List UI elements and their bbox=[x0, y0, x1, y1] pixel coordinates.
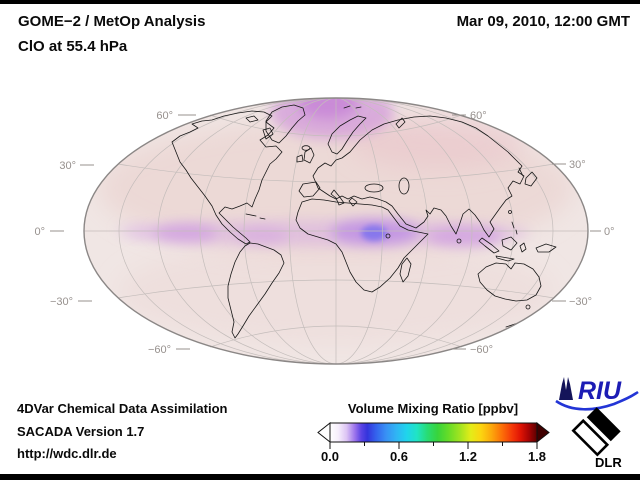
coast-caspian-sea bbox=[398, 177, 410, 195]
colorbar-overflow-arrow bbox=[536, 421, 550, 444]
meridian-90w bbox=[199, 97, 337, 365]
coast-lake-victoria bbox=[385, 233, 391, 239]
coast-new-guinea bbox=[535, 243, 557, 253]
coast-japan bbox=[524, 171, 538, 187]
colorbar-tick-18: 1.8 bbox=[528, 449, 546, 464]
dlr-logo: DLR bbox=[571, 407, 622, 470]
colorbar-gradient bbox=[329, 422, 538, 443]
colorbar-tick-12: 1.2 bbox=[459, 449, 477, 464]
coast-britain bbox=[303, 147, 315, 164]
lat-label-60n-right: 60° bbox=[470, 110, 487, 122]
coast-africa bbox=[295, 198, 429, 293]
colorbar-underflow-arrow bbox=[317, 421, 331, 444]
coast-java bbox=[495, 255, 515, 262]
lat-label-30s-left: −30° bbox=[50, 296, 73, 308]
coast-sakhalin bbox=[518, 167, 524, 177]
coast-ireland bbox=[296, 154, 304, 163]
coast-scandinavia bbox=[327, 115, 367, 155]
coast-hudson-bay bbox=[262, 127, 274, 140]
meridian-30w bbox=[289, 97, 337, 365]
coast-caribbean bbox=[245, 213, 266, 220]
lat-label-30s-right: −30° bbox=[569, 296, 592, 308]
band-spot-westafrica bbox=[236, 228, 288, 244]
lat-label-60s-left: −60° bbox=[148, 344, 171, 356]
colorbar: Volume Mixing Ratio [ppbv] 0.0 0.6 1.2 1… bbox=[317, 401, 550, 464]
colorbar-title: Volume Mixing Ratio [ppbv] bbox=[348, 401, 518, 416]
colorbar-ticks bbox=[329, 442, 538, 449]
latitude-labels: 60° 30° 0° −30° −60° 60° 30° 0° −30° −60… bbox=[34, 110, 614, 356]
coast-iceland bbox=[301, 145, 311, 151]
timestamp: Mar 09, 2010, 12:00 GMT bbox=[456, 13, 630, 30]
page-title: GOME−2 / MetOp Analysis bbox=[18, 13, 206, 30]
coast-australia bbox=[477, 262, 542, 302]
footer-assimilation-label: 4DVar Chemical Data Assimilation bbox=[17, 401, 228, 416]
coast-greenland bbox=[265, 104, 306, 144]
dlr-logo-text: DLR bbox=[595, 455, 622, 470]
meridian-60e bbox=[335, 97, 429, 365]
coast-italy bbox=[330, 189, 345, 206]
coast-borneo bbox=[501, 236, 518, 251]
band-spot-indian bbox=[427, 227, 503, 247]
meridian-120e bbox=[335, 97, 515, 365]
lat-label-0-left: 0° bbox=[34, 226, 45, 238]
coast-black-sea bbox=[364, 183, 384, 193]
footer-url: http://wdc.dlr.de bbox=[17, 446, 117, 461]
coast-tasmania bbox=[525, 304, 531, 310]
coast-novaya-zemlya bbox=[395, 117, 406, 129]
lat-label-60s-right: −60° bbox=[470, 344, 493, 356]
meridian-120w bbox=[157, 97, 337, 365]
meridian-90e bbox=[335, 97, 473, 365]
bottom-border-bar bbox=[0, 474, 640, 480]
page-subtitle: ClO at 55.4 hPa bbox=[18, 38, 128, 55]
coast-sulawesi bbox=[519, 242, 527, 253]
lat-label-30n-right: 30° bbox=[569, 159, 586, 171]
lat-label-0-right: 0° bbox=[604, 226, 615, 238]
coast-south-america bbox=[227, 242, 285, 339]
coast-sumatra bbox=[478, 237, 500, 254]
footer-version-label: SACADA Version 1.7 bbox=[17, 424, 145, 439]
lat-label-30n-left: 30° bbox=[59, 160, 76, 172]
coast-madagascar bbox=[399, 257, 412, 283]
band-core-africa bbox=[361, 225, 387, 241]
coast-eurasia bbox=[312, 115, 525, 238]
top-border-bar bbox=[0, 0, 640, 4]
coast-north-america bbox=[171, 110, 283, 245]
riu-wave-icon bbox=[555, 390, 639, 411]
dlr-mark-icon bbox=[571, 407, 621, 457]
coast-sri-lanka bbox=[456, 238, 462, 244]
colorbar-tick-0: 0.0 bbox=[321, 449, 339, 464]
globe-outline bbox=[83, 97, 589, 365]
band-spot-atlantic bbox=[153, 224, 217, 242]
riu-logo-text: RIU bbox=[578, 377, 622, 405]
riu-cathedral-icon bbox=[559, 377, 573, 400]
coast-greece bbox=[348, 197, 358, 207]
lat-label-60n-left: 60° bbox=[156, 110, 173, 122]
coast-taiwan bbox=[508, 210, 512, 214]
meridian-30e bbox=[335, 97, 383, 365]
coast-philippines bbox=[511, 221, 518, 235]
coast-svalbard bbox=[343, 105, 362, 109]
coast-arctic-islands bbox=[245, 115, 259, 123]
meridian-150e bbox=[335, 97, 554, 365]
arctic-violet-core bbox=[298, 98, 358, 119]
colorbar-tick-06: 0.6 bbox=[390, 449, 408, 464]
riu-logo: RIU bbox=[555, 377, 639, 411]
meridian-60w bbox=[243, 97, 337, 365]
